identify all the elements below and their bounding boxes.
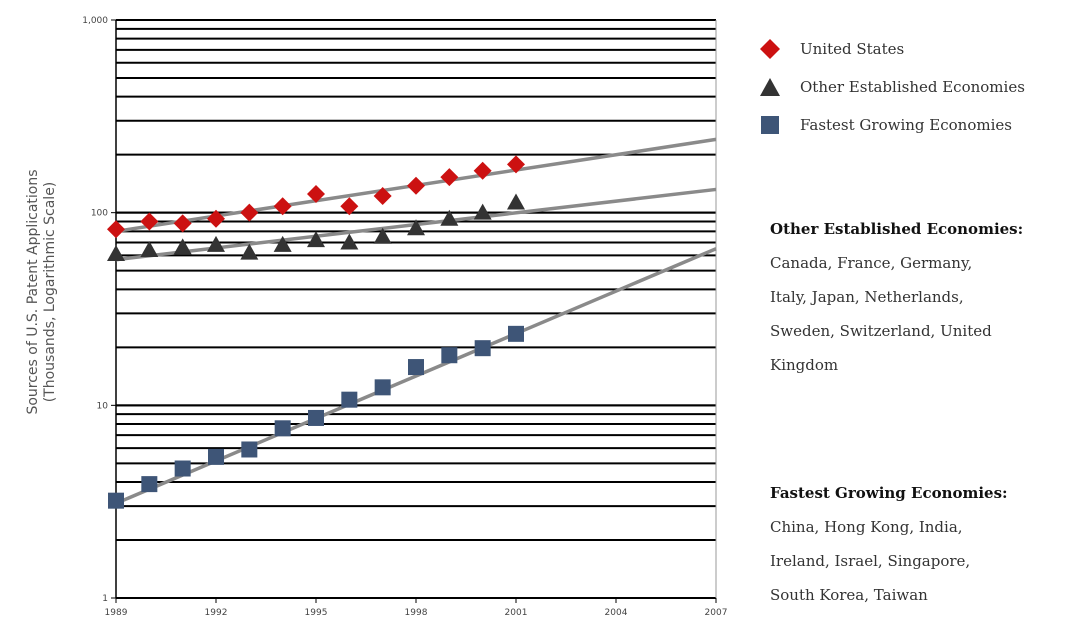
data-point-other-established [407,219,425,236]
data-point-fastest-growing [374,379,391,396]
legend-item-other-established: Other Established Economies [758,68,1025,106]
data-point-other-established [273,235,292,252]
x-tick-label: 2007 [705,608,728,618]
y-axis-title: Sources of U.S. Patent Applications [25,169,41,415]
data-point-united-states [140,212,159,231]
legend-label: Other Established Economies [800,78,1025,96]
patent-chart: 1 10 100 1,000 1989 1992 1995 1998 2001 2004 2007 [82,16,727,618]
data-point-united-states [207,209,225,228]
square-marker-icon [758,113,782,137]
data-point-fastest-growing [141,476,158,493]
y-axis-subtitle: (Thousands, Logarithmic Scale) [42,181,58,403]
legend-label: Fastest Growing Economies [800,116,1012,134]
y-tick-label: 100 [91,209,108,219]
data-point-fastest-growing [508,325,524,342]
diamond-marker-icon [758,37,782,61]
legend-label: United States [800,40,905,58]
data-point-united-states [473,161,492,180]
data-point-other-established [507,193,525,210]
data-point-fastest-growing [174,460,191,477]
note-fastest-growing: Fastest Growing Economies: China, Hong K… [770,476,1060,612]
data-point-other-established [107,245,125,262]
data-point-united-states [440,168,459,187]
legend-item-united-states: United States [758,30,1025,68]
data-point-fastest-growing [341,391,358,408]
data-point-united-states [407,176,425,195]
data-point-united-states [507,155,525,174]
data-point-fastest-growing [308,409,324,426]
note-line: Kingdom [770,356,839,374]
x-tick-label: 1995 [305,608,328,618]
data-point-other-established [340,233,359,250]
data-point-fastest-growing [274,420,291,437]
x-tick-label: 2001 [505,608,528,618]
legend-item-fastest-growing: Fastest Growing Economies [758,106,1025,144]
tick-labels: 1 10 100 1,000 1989 1992 1995 1998 2001 2004 2007 [82,16,727,618]
data-point-united-states [173,214,192,233]
data-point-united-states [307,184,325,203]
y-tick-label: 10 [97,401,109,411]
data-point-fastest-growing [474,340,491,357]
triangle-marker-icon [758,75,782,99]
note-other-established: Other Established Economies: Canada, Fra… [770,212,1060,382]
note-line: Italy, Japan, Netherlands, [770,288,964,306]
note-line: South Korea, Taiwan [770,586,928,604]
data-point-other-established [140,241,159,258]
data-point-fastest-growing [441,347,458,364]
data-point-fastest-growing [208,448,224,465]
note-title: Other Established Economies: [770,220,1024,238]
data-point-other-established [240,243,259,260]
data-point-fastest-growing [241,441,258,458]
trend-line [115,247,717,505]
y-tick-label: 1,000 [82,16,108,26]
x-tick-label: 2004 [605,608,628,618]
y-axis-label: Sources of U.S. Patent Applications (Tho… [25,132,59,452]
data-point-other-established [440,209,459,226]
note-line: Ireland, Israel, Singapore, [770,552,971,570]
data-point-other-established [307,231,325,248]
data-point-united-states [373,187,392,206]
data-point-united-states [273,197,292,216]
y-tick-label: 1 [102,594,108,604]
x-tick-label: 1992 [205,608,228,618]
data-point-united-states [340,197,359,216]
data-point-other-established [473,203,492,220]
x-tick-label: 1989 [105,608,128,618]
data-point-other-established [173,238,192,255]
legend: United States Other Established Economie… [758,30,1025,144]
data-point-fastest-growing [108,492,124,509]
note-line: China, Hong Kong, India, [770,518,963,536]
data-point-united-states [240,203,259,222]
axes [115,20,717,599]
note-title: Fastest Growing Economies: [770,484,1008,502]
data-point-other-established [207,235,225,252]
note-line: Canada, France, Germany, [770,254,973,272]
data-point-fastest-growing [408,359,424,376]
grid-lines [116,19,716,599]
note-line: Sweden, Switzerland, United [770,322,992,340]
data-points [107,155,525,509]
data-point-other-established [373,227,392,244]
x-tick-label: 1998 [405,608,428,618]
data-point-united-states [107,220,125,239]
